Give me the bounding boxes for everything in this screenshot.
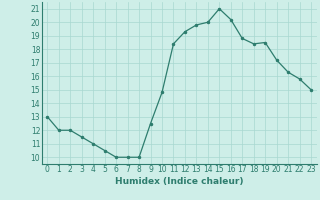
X-axis label: Humidex (Indice chaleur): Humidex (Indice chaleur) <box>115 177 244 186</box>
